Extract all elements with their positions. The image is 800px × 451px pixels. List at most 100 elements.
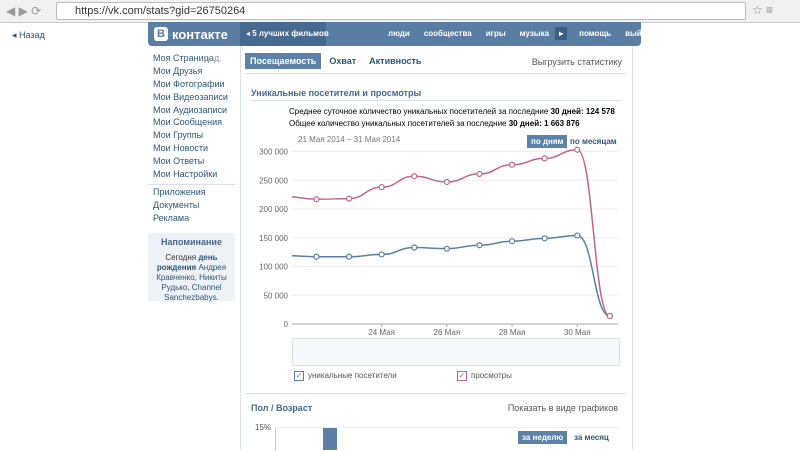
reminder: Напоминание Сегодня день рождения Андрея… bbox=[148, 233, 235, 302]
plot bbox=[281, 146, 613, 320]
data-point bbox=[443, 178, 450, 186]
divider bbox=[245, 393, 626, 394]
menu-item[interactable]: Приложения bbox=[153, 187, 206, 197]
x-tick-label: 30 Мая bbox=[564, 328, 591, 337]
back: Назад bbox=[19, 30, 45, 40]
legend-checkbox: ✓ bbox=[457, 371, 467, 381]
demography-bar bbox=[323, 428, 337, 450]
data-point bbox=[574, 146, 581, 153]
reminder-title: Напоминание bbox=[161, 237, 222, 247]
reminder-text: Сегодня bbox=[165, 253, 197, 262]
data-point bbox=[411, 173, 418, 180]
data-point bbox=[281, 253, 286, 258]
btn-month[interactable]: за месяц bbox=[574, 433, 609, 442]
menu-item[interactable]: Мои Новости bbox=[153, 143, 208, 154]
nav-item[interactable]: музыка bbox=[519, 29, 550, 38]
audio-title: 5 лучших фильмов bbox=[252, 29, 329, 38]
legend-item[interactable]: ✓ уникальные посетители bbox=[294, 371, 397, 381]
demography-link[interactable]: Показать в виде графиков bbox=[507, 403, 618, 413]
audio-box[interactable]: ◂ 5 лучших фильмов bbox=[240, 22, 329, 46]
x-tick-label: 28 Мая bbox=[499, 328, 526, 337]
data-point bbox=[443, 245, 450, 252]
data-point bbox=[345, 253, 353, 260]
navigator[interactable] bbox=[292, 338, 620, 366]
back-link[interactable]: ◂ Назад bbox=[12, 30, 45, 40]
data-point bbox=[378, 184, 385, 191]
data-point bbox=[313, 196, 320, 203]
address-bar[interactable]: https://vk.com/stats?gid=26750264 bbox=[56, 2, 746, 20]
nav-arrow[interactable]: ▸ bbox=[555, 27, 568, 40]
menu-item[interactable]: Мои Фотографии bbox=[153, 78, 225, 89]
stat-row: Среднее суточное количество уникальных п… bbox=[289, 106, 615, 118]
nav-item[interactable]: сообщества bbox=[423, 29, 472, 38]
stat-text: Среднее суточное количество уникальных п… bbox=[289, 107, 549, 116]
menu-item[interactable]: Мои Настройки bbox=[153, 169, 218, 180]
x-tick-label: 24 Мая bbox=[368, 328, 395, 337]
demography-title: Пол / Возраст bbox=[251, 403, 313, 413]
data-point bbox=[541, 235, 548, 242]
menu-item[interactable]: Документы bbox=[153, 200, 200, 210]
reminder-bold[interactable]: день рождения bbox=[156, 253, 218, 272]
data-point bbox=[476, 242, 483, 249]
nav-item[interactable]: выйти bbox=[625, 29, 651, 38]
stat-row: Общее количество уникальных посетителей … bbox=[289, 118, 615, 130]
nav-buttons[interactable]: ◀ ▶ ⟳ bbox=[6, 4, 42, 18]
data-point bbox=[606, 312, 613, 320]
nav-item[interactable]: игры bbox=[485, 29, 506, 38]
menu-item[interactable]: Моя Страница bbox=[153, 53, 214, 63]
series-line bbox=[292, 149, 611, 317]
menu-item[interactable]: Мои Друзья bbox=[153, 65, 203, 76]
nav-item[interactable]: люди bbox=[388, 29, 410, 38]
stat-value: 124 578 bbox=[585, 107, 615, 116]
tabs: Посещаемость Охват Активность bbox=[245, 53, 429, 69]
btn-months[interactable]: по месяцам bbox=[570, 137, 617, 146]
data-point bbox=[476, 170, 483, 178]
y-tick-label: 100 000 bbox=[259, 263, 288, 272]
data-point bbox=[345, 195, 353, 202]
nav-item[interactable]: помощь bbox=[579, 29, 612, 38]
tab[interactable]: Охват bbox=[329, 56, 357, 66]
reminder-names[interactable]: Андрея Кравченко, Никиты Рудько, Channel… bbox=[156, 263, 227, 302]
legend-item[interactable]: ✓ просмотры bbox=[457, 371, 512, 381]
menu-item[interactable]: Мои Видеозаписи bbox=[153, 91, 228, 102]
export[interactable]: Выгрузить статистику bbox=[531, 57, 622, 67]
data-point bbox=[281, 194, 286, 199]
divider bbox=[148, 184, 235, 185]
stat-value: 1 663 876 bbox=[544, 119, 580, 128]
data-point bbox=[313, 253, 320, 260]
menu-item[interactable]: Реклама bbox=[153, 213, 190, 223]
divider bbox=[245, 73, 626, 74]
legend-label: просмотры bbox=[471, 371, 512, 380]
menu-item[interactable]: Мои Ответы bbox=[153, 156, 205, 167]
y-tick-label: 50 000 bbox=[264, 291, 289, 300]
menu[interactable]: ☆ ≡ bbox=[752, 3, 774, 17]
menu-item[interactable]: Мои Сообщения bbox=[153, 117, 222, 128]
x-tick-label: 26 Мая bbox=[434, 328, 461, 337]
logo-icon: В bbox=[154, 27, 168, 41]
y-tick-label: 300 000 bbox=[259, 148, 288, 157]
data-point bbox=[508, 238, 516, 245]
edit[interactable]: ред. bbox=[204, 53, 222, 63]
logo[interactable]: контакте bbox=[172, 27, 228, 42]
menu-item[interactable]: Мои Аудиозаписи bbox=[153, 104, 227, 115]
legend-label: уникальные посетители bbox=[308, 371, 397, 380]
legend-checkbox: ✓ bbox=[294, 371, 304, 381]
url: https://vk.com/stats?gid=26750264 bbox=[75, 5, 246, 17]
stat-period: 30 дней: bbox=[550, 107, 584, 116]
tab[interactable]: Посещаемость bbox=[245, 53, 322, 69]
sidebar-menu: Моя Страница Мои Друзья Мои Фотографии Мои … bbox=[153, 53, 228, 182]
sidebar-extra: Приложения Документы Реклама bbox=[153, 187, 206, 226]
menu-item[interactable]: Мои Группы bbox=[153, 130, 204, 141]
demography-plot bbox=[275, 427, 619, 451]
data-point bbox=[541, 155, 548, 162]
section-title: Уникальные посетители и просмотры bbox=[251, 88, 422, 98]
stat-period: 30 дней: bbox=[508, 119, 542, 128]
btn-days[interactable]: по дням bbox=[527, 135, 568, 148]
data-point bbox=[378, 251, 385, 258]
y-tick-label: 250 000 bbox=[259, 176, 288, 185]
tab[interactable]: Активность bbox=[369, 56, 422, 66]
btn-week[interactable]: за неделю bbox=[518, 431, 568, 444]
stats: Среднее суточное количество уникальных п… bbox=[289, 106, 615, 130]
